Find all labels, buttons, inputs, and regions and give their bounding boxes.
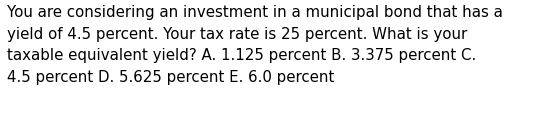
Text: You are considering an investment in a municipal bond that has a
yield of 4.5 pe: You are considering an investment in a m… (7, 5, 503, 85)
